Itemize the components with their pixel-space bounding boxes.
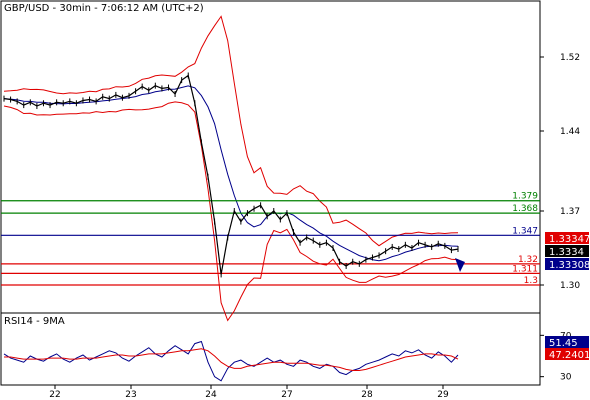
rsi-panel (0, 312, 541, 386)
level-label: 1.347 (512, 226, 538, 236)
current-price-marker (455, 258, 465, 272)
price-series (3, 72, 459, 278)
chart-title: GBP/USD - 30min - 7:06:12 AM (UTC+2) (4, 3, 204, 14)
price-badges: 1.33347 1.3334 1.33308 (455, 232, 590, 272)
rsi-badge-label: 51.45 (549, 338, 578, 349)
rsi-y-tick-label: 30 (560, 373, 572, 383)
level-label: 1.311 (512, 264, 538, 274)
rsi-title: RSI14 - 9MA (4, 316, 65, 327)
price-panel (0, 0, 541, 314)
x-tick-label: 22 (49, 390, 60, 400)
price-y-axis: 1.52 1.44 1.37 1.30 (540, 53, 580, 291)
rsi-badge (545, 336, 589, 348)
rsi-badge (545, 348, 589, 360)
x-tick-label: 24 (205, 390, 217, 400)
level-label: 1.379 (512, 192, 538, 202)
price-line (3, 74, 459, 275)
level-label: 1.368 (512, 204, 538, 214)
rsi-series (3, 340, 459, 382)
y-tick-label: 1.44 (560, 127, 580, 137)
lower-band (3, 101, 459, 322)
upper-band (3, 15, 459, 247)
rsi-badge-label: 47.2401 (549, 350, 590, 361)
rsi-line (3, 340, 459, 382)
price-badge (545, 232, 589, 244)
level-lines: 1.379 1.368 1.347 1.321.311 1.3 (1, 192, 540, 286)
level-label: 1.3 (524, 276, 538, 286)
x-tick-label: 29 (437, 390, 449, 400)
x-tick-label: 27 (281, 390, 292, 400)
x-axis: 22 23 24 27 28 29 (49, 385, 449, 400)
bollinger-bands (3, 15, 459, 322)
y-tick-label: 1.37 (560, 207, 580, 217)
price-badge-label: 1.33308 (549, 260, 590, 271)
x-tick-label: 28 (361, 390, 373, 400)
price-badge-label: 1.3334 (549, 247, 584, 258)
rsi-ma-line (4, 348, 459, 371)
y-tick-label: 1.30 (560, 281, 580, 291)
level-label: 1.32 (518, 255, 538, 265)
moving-average (3, 85, 459, 262)
y-tick-label: 1.52 (560, 53, 580, 63)
x-tick-label: 23 (125, 390, 136, 400)
price-badge-label: 1.33347 (549, 234, 590, 245)
price-badge (545, 258, 589, 270)
price-badge (545, 245, 589, 257)
